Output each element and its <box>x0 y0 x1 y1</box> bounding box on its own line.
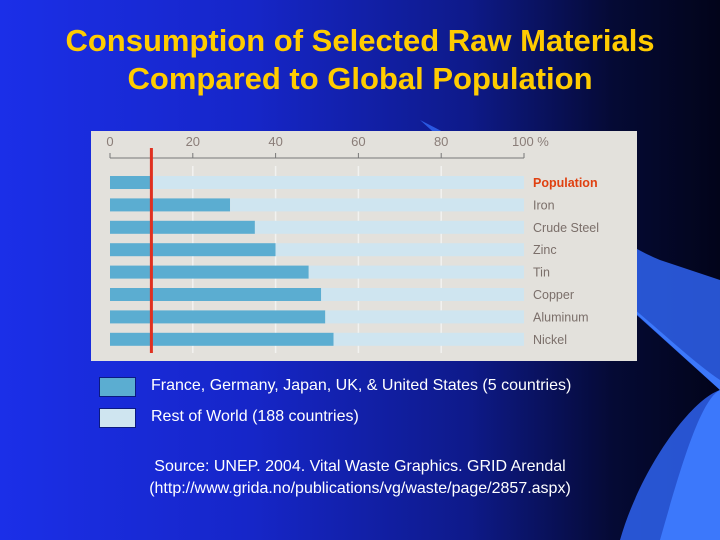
bar-segment <box>110 310 326 324</box>
legend-swatch-5-countries <box>99 377 136 397</box>
title-line-1: Consumption of Selected Raw Materials <box>65 23 655 58</box>
bar-segment <box>275 243 524 257</box>
chart-panel: 0 20 40 60 80 100 % Population Iron Crude Steel… <box>91 131 637 361</box>
category-label: Iron <box>533 198 555 212</box>
legend-label-rest-of-world: Rest of World (188 countries) <box>151 408 359 425</box>
category-label: Copper <box>533 288 574 302</box>
bar-segment <box>333 332 524 346</box>
title-line-2: Compared to Global Population <box>127 61 593 96</box>
bar-segment <box>151 176 524 189</box>
legend-item-rest-of-world: Rest of World (188 countries) <box>99 407 659 429</box>
source-line-1: Source: UNEP. 2004. Vital Waste Graphics… <box>154 458 566 475</box>
category-label: Population <box>533 176 598 190</box>
x-tick-label: 0 <box>106 134 113 149</box>
category-label: Nickel <box>533 333 567 347</box>
bar-segment <box>321 288 524 301</box>
bar-segment <box>110 220 255 234</box>
source-line-2: (http://www.grida.no/publications/vg/was… <box>149 480 571 497</box>
bar-segment <box>110 288 322 301</box>
bar-segment <box>230 198 524 212</box>
bar-segment <box>254 220 524 234</box>
x-tick-label: 20 <box>186 134 200 149</box>
x-tick-label: 40 <box>268 134 282 149</box>
bar-segment <box>110 176 152 189</box>
legend-item-5-countries: France, Germany, Japan, UK, & United Sta… <box>99 376 659 398</box>
legend-swatch-rest-of-world <box>99 408 136 428</box>
x-tick-label: 80 <box>434 134 448 149</box>
category-label: Zinc <box>533 243 557 257</box>
category-label: Aluminum <box>533 310 589 324</box>
x-tick-label: 100 % <box>512 134 549 149</box>
category-label: Tin <box>533 266 550 280</box>
bar-segment <box>110 332 334 346</box>
category-label: Crude Steel <box>533 221 599 235</box>
bar-chart: 0 20 40 60 80 100 % Population Iron Crude Steel… <box>106 134 599 353</box>
bar-segment <box>110 198 231 212</box>
source-citation: Source: UNEP. 2004. Vital Waste Graphics… <box>0 456 720 500</box>
legend-label-5-countries: France, Germany, Japan, UK, & United Sta… <box>151 377 572 394</box>
slide-title: Consumption of Selected Raw Materials Co… <box>0 22 720 98</box>
bar-segment <box>110 243 276 257</box>
bar-segment <box>110 265 309 279</box>
x-tick-label: 60 <box>351 134 365 149</box>
bar-segment <box>325 310 524 324</box>
bar-segment <box>308 265 524 279</box>
